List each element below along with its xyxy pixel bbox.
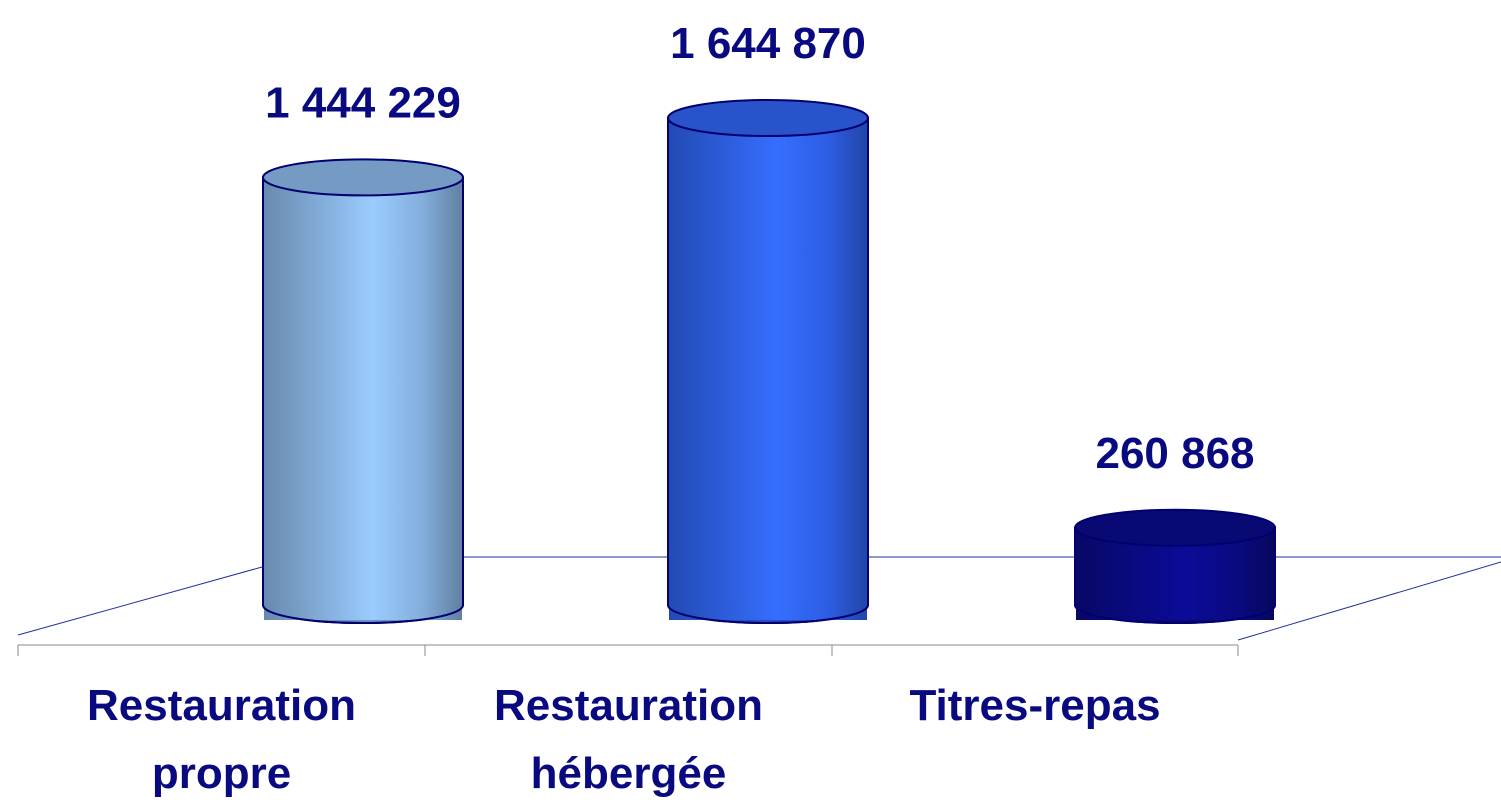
bar-top [667,99,869,137]
bar-bottom-edge [262,604,464,624]
bar-top [1074,508,1276,547]
value-label: 260 868 [1095,429,1254,478]
floor-left [17,566,263,636]
value-label: 1 444 229 [265,78,461,127]
x-tick-label: Restauration propre [87,681,356,798]
bar-cover [264,603,462,620]
bar [262,176,464,607]
x-tick-label: Restauration hébergée [494,681,763,798]
bar-cover [669,603,867,620]
x-tick-label: Titres-repas [909,681,1161,730]
bar [667,117,869,606]
bar-bottom-edge [1074,604,1276,624]
bar-cover [1076,603,1274,620]
bar-top [262,158,464,197]
bar-bottom-edge [667,604,869,624]
floor-right [1237,561,1501,641]
value-label: 1 644 870 [670,19,866,68]
